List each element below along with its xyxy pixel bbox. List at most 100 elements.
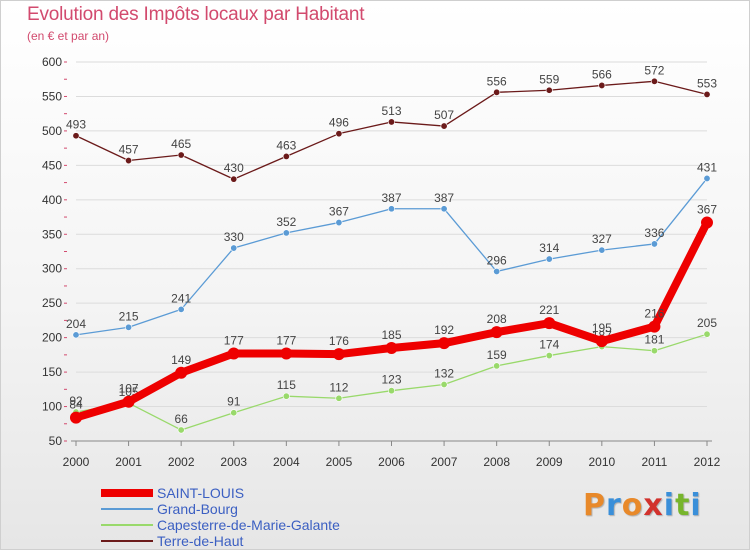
- y-tick-label: 550: [42, 89, 62, 103]
- data-point-terre-de-haut: [230, 175, 238, 183]
- data-label-capesterre-de-marie-galante: 181: [644, 333, 664, 347]
- data-point-grand-bourg: [493, 267, 501, 275]
- legend-item: SAINT-LOUIS: [101, 485, 340, 501]
- data-point-terre-de-haut: [72, 132, 80, 140]
- data-point-saint-louis: [701, 216, 713, 229]
- data-point-capesterre-de-marie-galante: [493, 362, 501, 370]
- data-point-grand-bourg: [335, 219, 343, 227]
- legend-swatch: [101, 540, 153, 542]
- data-point-grand-bourg: [650, 240, 658, 248]
- data-point-saint-louis: [595, 335, 608, 348]
- x-tick-label: 2003: [220, 455, 247, 469]
- data-point-capesterre-de-marie-galante: [440, 380, 448, 388]
- data-point-saint-louis: [70, 411, 82, 424]
- data-point-capesterre-de-marie-galante: [282, 392, 290, 400]
- legend-item: Terre-de-Haut: [101, 533, 340, 549]
- data-label-grand-bourg: 352: [276, 215, 296, 229]
- logo-letter: o: [621, 488, 644, 523]
- y-tick-label: 350: [42, 227, 62, 241]
- data-label-terre-de-haut: 559: [539, 72, 559, 86]
- data-label-capesterre-de-marie-galante: 132: [434, 366, 454, 380]
- x-tick-label: 2005: [326, 455, 353, 469]
- legend-swatch: [101, 508, 153, 510]
- data-label-grand-bourg: 327: [592, 232, 612, 246]
- data-point-grand-bourg: [703, 174, 711, 182]
- legend-item: Capesterre-de-Marie-Galante: [101, 517, 340, 533]
- data-label-grand-bourg: 367: [329, 205, 349, 219]
- data-point-saint-louis: [227, 347, 240, 360]
- y-tick-label: 50: [49, 434, 63, 448]
- chart-title: Evolution des Impôts locaux par Habitant: [27, 4, 365, 25]
- legend-label: SAINT-LOUIS: [157, 485, 245, 501]
- data-point-capesterre-de-marie-galante: [545, 352, 553, 360]
- data-point-terre-de-haut: [335, 130, 343, 138]
- data-label-saint-louis: 195: [592, 321, 612, 335]
- data-label-terre-de-haut: 430: [224, 161, 244, 175]
- data-label-saint-louis: 216: [644, 307, 664, 321]
- data-point-saint-louis: [385, 341, 398, 354]
- data-point-terre-de-haut: [440, 122, 448, 130]
- data-label-grand-bourg: 314: [539, 241, 559, 255]
- x-tick-label: 2010: [588, 455, 615, 469]
- data-label-saint-louis: 177: [224, 333, 244, 347]
- logo-letter: i: [690, 488, 702, 523]
- x-tick-label: 2009: [536, 455, 563, 469]
- x-tick-label: 2006: [378, 455, 405, 469]
- data-label-saint-louis: 185: [381, 328, 401, 342]
- y-tick-label: 200: [42, 331, 62, 345]
- data-point-saint-louis: [280, 347, 293, 360]
- y-tick-label: 450: [42, 158, 62, 172]
- data-label-grand-bourg: 241: [171, 291, 191, 305]
- y-tick-label: 400: [42, 193, 62, 207]
- data-label-grand-bourg: 387: [434, 191, 454, 205]
- data-label-capesterre-de-marie-galante: 66: [174, 412, 188, 426]
- data-point-capesterre-de-marie-galante: [387, 387, 395, 395]
- legend-item: Grand-Bourg: [101, 501, 340, 517]
- chart-subtitle: (en € et par an): [27, 29, 110, 43]
- data-label-saint-louis: 84: [69, 398, 83, 412]
- data-point-grand-bourg: [545, 255, 553, 263]
- x-tick-label: 2004: [273, 455, 300, 469]
- data-label-capesterre-de-marie-galante: 92: [69, 394, 83, 408]
- x-tick-label: 2002: [168, 455, 195, 469]
- legend-swatch: [101, 524, 153, 526]
- data-point-capesterre-de-marie-galante: [650, 347, 658, 355]
- data-point-terre-de-haut: [125, 157, 133, 165]
- data-label-saint-louis: 367: [697, 203, 717, 217]
- y-tick-label: 250: [42, 296, 62, 310]
- x-tick-label: 2007: [431, 455, 458, 469]
- logo-letter: P: [583, 488, 606, 523]
- data-label-saint-louis: 107: [119, 382, 139, 396]
- data-label-grand-bourg: 431: [697, 160, 717, 174]
- legend-label: Capesterre-de-Marie-Galante: [157, 517, 340, 533]
- data-label-terre-de-haut: 553: [697, 76, 717, 90]
- data-point-saint-louis: [332, 348, 345, 361]
- data-label-terre-de-haut: 507: [434, 108, 454, 122]
- data-point-saint-louis: [122, 395, 135, 408]
- data-point-saint-louis: [490, 326, 503, 339]
- x-tick-label: 2008: [483, 455, 510, 469]
- logo-letter: i: [663, 488, 676, 523]
- legend-label: Grand-Bourg: [157, 501, 238, 517]
- legend-swatch: [101, 489, 153, 497]
- data-point-saint-louis: [175, 366, 188, 379]
- data-label-capesterre-de-marie-galante: 91: [227, 395, 241, 409]
- data-label-saint-louis: 221: [539, 303, 559, 317]
- x-tick-label: 2011: [642, 455, 668, 469]
- legend-label: Terre-de-Haut: [157, 533, 244, 549]
- x-tick-label: 2000: [63, 455, 90, 469]
- data-label-terre-de-haut: 566: [592, 67, 612, 81]
- data-point-grand-bourg: [177, 305, 185, 313]
- data-label-terre-de-haut: 513: [381, 104, 401, 118]
- logo-letter: t: [675, 488, 691, 523]
- data-point-terre-de-haut: [650, 77, 658, 85]
- data-label-terre-de-haut: 556: [487, 74, 507, 88]
- data-label-saint-louis: 177: [276, 333, 296, 347]
- data-point-grand-bourg: [440, 205, 448, 213]
- data-point-terre-de-haut: [703, 90, 711, 98]
- data-point-grand-bourg: [72, 331, 80, 339]
- data-point-terre-de-haut: [545, 86, 553, 94]
- data-point-capesterre-de-marie-galante: [177, 426, 185, 434]
